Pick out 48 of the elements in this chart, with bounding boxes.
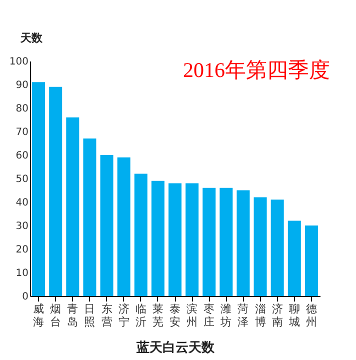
x-tick-label: 威海 bbox=[33, 302, 44, 328]
bar bbox=[49, 86, 62, 296]
x-tick-label: 泰安 bbox=[170, 302, 180, 328]
bar bbox=[270, 200, 284, 296]
y-tick-label: 100 bbox=[9, 56, 28, 68]
x-tick-label: 烟台 bbox=[50, 302, 62, 328]
x-tick-label: 聊城 bbox=[288, 302, 300, 328]
bar bbox=[288, 220, 301, 296]
y-tick-label: 0 bbox=[22, 292, 28, 302]
x-tick-label: 菏泽 bbox=[238, 302, 249, 328]
x-axis-title: 蓝天白云天数 bbox=[136, 340, 216, 356]
x-tick-label: 德州 bbox=[306, 302, 317, 328]
x-tick-label: 济宁 bbox=[118, 302, 130, 328]
y-tick-label: 50 bbox=[16, 174, 28, 185]
bar bbox=[117, 157, 130, 296]
bar bbox=[100, 155, 114, 296]
x-tick-label: 临沂 bbox=[135, 302, 146, 328]
x-tick-label: 枣庄 bbox=[204, 302, 215, 328]
bar bbox=[236, 190, 250, 296]
bar bbox=[83, 138, 96, 296]
y-axis-title: 天数 bbox=[20, 32, 44, 44]
y-tick-label: 70 bbox=[16, 127, 28, 138]
x-tick-label: 青岛 bbox=[67, 302, 78, 328]
y-tick-label: 90 bbox=[16, 80, 28, 91]
x-tick-label: 日照 bbox=[84, 302, 96, 328]
x-tick-label: 济南 bbox=[272, 302, 283, 328]
x-tick-label: 潍坊 bbox=[220, 302, 232, 328]
bar bbox=[151, 180, 164, 296]
bar bbox=[220, 188, 233, 296]
y-tick-label: 30 bbox=[16, 221, 28, 232]
bar bbox=[168, 183, 182, 296]
y-tick-label: 80 bbox=[16, 104, 28, 114]
bar bbox=[304, 226, 318, 296]
bar bbox=[66, 117, 80, 296]
x-tick-label: 东营 bbox=[101, 302, 112, 328]
bar bbox=[32, 82, 46, 296]
chart-title: 2016年第四季度 bbox=[183, 58, 330, 82]
y-tick-label: 10 bbox=[16, 268, 28, 279]
bar bbox=[202, 188, 216, 296]
y-tick-label: 20 bbox=[16, 244, 28, 256]
x-tick-label: 莱芜 bbox=[152, 302, 164, 328]
bar bbox=[254, 197, 267, 296]
y-tick-label: 40 bbox=[16, 198, 28, 208]
y-tick-label: 60 bbox=[16, 150, 28, 162]
bar bbox=[134, 174, 148, 296]
bar bbox=[186, 183, 199, 296]
x-tick-label: 淄博 bbox=[254, 302, 266, 328]
x-tick-label: 滨州 bbox=[186, 302, 198, 328]
